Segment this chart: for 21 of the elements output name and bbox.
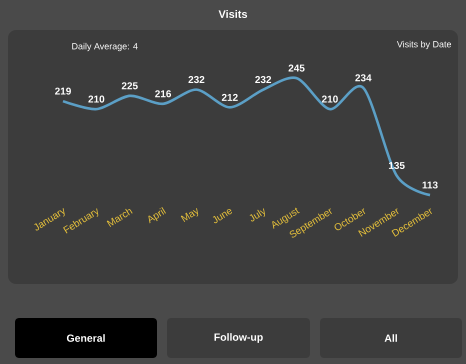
data-label: 210 — [322, 96, 338, 103]
data-label: 113 — [422, 181, 438, 189]
x-tick-label: June — [212, 208, 232, 224]
chart-subtitle: Visits by Date — [396, 40, 452, 50]
text: Follow-up — [214, 333, 263, 343]
data-label: 245 — [288, 64, 305, 72]
data-label: 212 — [222, 94, 238, 101]
text: General — [66, 334, 105, 342]
data-label: 216 — [155, 90, 172, 98]
text: Daily Average: 4 — [72, 42, 138, 52]
data-label: 232 — [255, 76, 272, 84]
data-label: 219 — [55, 88, 71, 95]
data-label: 225 — [122, 82, 138, 90]
x-tick-label: May — [180, 208, 198, 222]
text: All — [384, 334, 397, 342]
data-label: 210 — [88, 96, 104, 103]
data-label: 232 — [188, 76, 204, 84]
chart-title: Visits — [218, 10, 248, 18]
x-tick-label: April — [148, 207, 166, 224]
x-tick-label: July — [250, 208, 266, 222]
data-label: 234 — [355, 74, 372, 82]
